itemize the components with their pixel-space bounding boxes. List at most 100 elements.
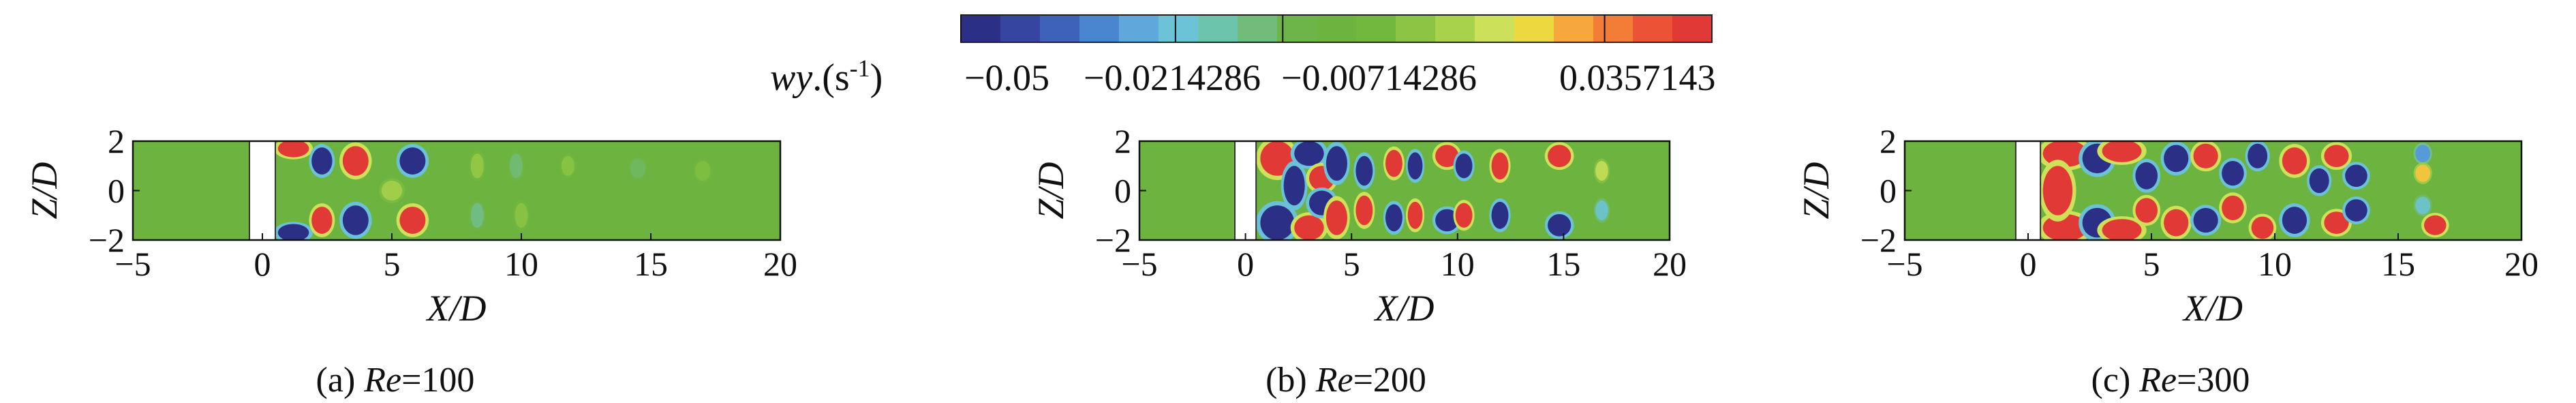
x-axis-label: X/D xyxy=(426,288,487,329)
colorbar-band xyxy=(1198,15,1238,42)
caption-prefix: (c) xyxy=(2091,361,2140,400)
y-axis-label: Z/D xyxy=(24,162,65,219)
x-tick-label: 10 xyxy=(504,245,538,283)
vortex-field xyxy=(274,141,713,240)
x-tick-label: 20 xyxy=(2504,245,2539,283)
x-tick-label: 15 xyxy=(634,245,668,283)
plot-background xyxy=(133,141,780,240)
panel-caption: (a) Re=100 xyxy=(316,361,475,400)
vortex-core xyxy=(1407,201,1423,229)
y-tick-label: 0 xyxy=(1880,172,1897,210)
colorbar-bands xyxy=(960,14,1713,43)
vortex-core xyxy=(2042,166,2073,215)
obstacle xyxy=(1234,140,1257,241)
vortex-core xyxy=(399,147,426,175)
x-tick-label: −5 xyxy=(114,245,151,283)
colorbar-band xyxy=(1356,15,1396,42)
colorbar-band xyxy=(1119,15,1159,42)
colorbar-band xyxy=(1079,15,1120,42)
y-tick-label: 0 xyxy=(108,172,125,210)
vortex-core xyxy=(1325,146,1347,181)
vortex-core xyxy=(694,161,711,181)
vortex-core xyxy=(1491,201,1509,229)
vortex-core xyxy=(1435,209,1459,232)
obstacle xyxy=(249,140,276,241)
x-tick-label: −5 xyxy=(1886,245,1922,283)
vortex-core xyxy=(1294,215,1324,240)
vortex-core xyxy=(1385,149,1402,177)
y-tick-label: 2 xyxy=(108,122,125,160)
x-tick-label: 0 xyxy=(1237,245,1254,283)
vortex-core xyxy=(2309,168,2329,194)
vortex-field xyxy=(1256,141,1610,240)
colorbar-band xyxy=(1475,15,1515,42)
vortex-core xyxy=(1355,195,1373,226)
colorbar-band xyxy=(1435,15,1475,42)
x-tick-label: 5 xyxy=(384,245,401,283)
caption-prefix: (b) xyxy=(1266,361,1316,400)
y-tick-label: 2 xyxy=(1114,122,1131,160)
panel-caption: (c) Re=300 xyxy=(2091,361,2250,400)
vortex-core xyxy=(2164,145,2189,173)
x-tick-label: 5 xyxy=(2143,245,2160,283)
y-tick-label: 2 xyxy=(1880,122,1897,160)
x-tick-label: −5 xyxy=(1121,245,1157,283)
vortex-core xyxy=(2251,216,2274,239)
vortex-core xyxy=(1385,204,1402,232)
vortex-core xyxy=(1455,153,1473,179)
colorbar-band xyxy=(1554,15,1594,42)
colorbar-tick-label: −0.00714286 xyxy=(1281,57,1477,98)
colorbar-tick-label: −0.0214286 xyxy=(1084,57,1261,98)
colorbar-band xyxy=(1396,15,1436,42)
vortex-core xyxy=(1283,166,1305,206)
y-tick-label: −2 xyxy=(1860,221,1897,259)
vortex-core xyxy=(2415,164,2431,182)
x-axis-label: X/D xyxy=(2182,288,2243,329)
vortex-core xyxy=(561,155,574,176)
vortex-core xyxy=(381,181,403,200)
colorbar-band xyxy=(1514,15,1554,42)
vortex-core xyxy=(2282,207,2307,234)
colorbar-label-exp: -1 xyxy=(850,55,870,82)
vortex-core xyxy=(2415,196,2431,214)
caption-prefix: (a) xyxy=(316,361,365,400)
caption-value: =300 xyxy=(2177,361,2250,400)
vortex-core xyxy=(1595,161,1608,181)
caption-var: Re xyxy=(363,361,401,400)
vortex-core xyxy=(2193,207,2218,233)
vortex-core xyxy=(2222,195,2244,220)
vortex-core xyxy=(2135,198,2158,223)
vortex-core xyxy=(1548,213,1571,237)
vortex-core xyxy=(2424,215,2447,235)
colorbar-band xyxy=(1238,15,1278,42)
y-tick-label: −2 xyxy=(89,221,125,259)
colorbar-tick-label: 0.0357143 xyxy=(1559,57,1716,98)
colorbar-band xyxy=(1000,15,1041,42)
vortex-core xyxy=(1435,145,1459,168)
vortex-core xyxy=(1260,205,1295,240)
caption-value: =200 xyxy=(1353,361,1426,400)
x-tick-label: 10 xyxy=(1441,245,1475,283)
colorbar-band xyxy=(1317,15,1357,42)
colorbar-band xyxy=(1593,15,1634,42)
vortex-core xyxy=(630,158,646,179)
vortex-core xyxy=(2222,161,2244,186)
plot-background xyxy=(1139,141,1670,240)
vortex-core xyxy=(2102,141,2142,162)
panel-caption: (b) Re=200 xyxy=(1266,361,1426,400)
vortex-field xyxy=(2037,141,2449,240)
colorbar-tick-label: −0.05 xyxy=(964,57,1049,98)
vortex-core xyxy=(277,141,309,158)
vortex-core xyxy=(399,207,426,234)
y-tick-label: −2 xyxy=(1095,221,1131,259)
vortex-core xyxy=(311,207,333,234)
vortex-core xyxy=(2345,199,2367,222)
vortex-core xyxy=(342,146,369,176)
caption-value: =100 xyxy=(401,361,474,400)
colorbar-ticks: −0.05 −0.0214286 −0.00714286 0.0357143 xyxy=(960,15,1716,98)
vortex-core xyxy=(277,224,309,240)
